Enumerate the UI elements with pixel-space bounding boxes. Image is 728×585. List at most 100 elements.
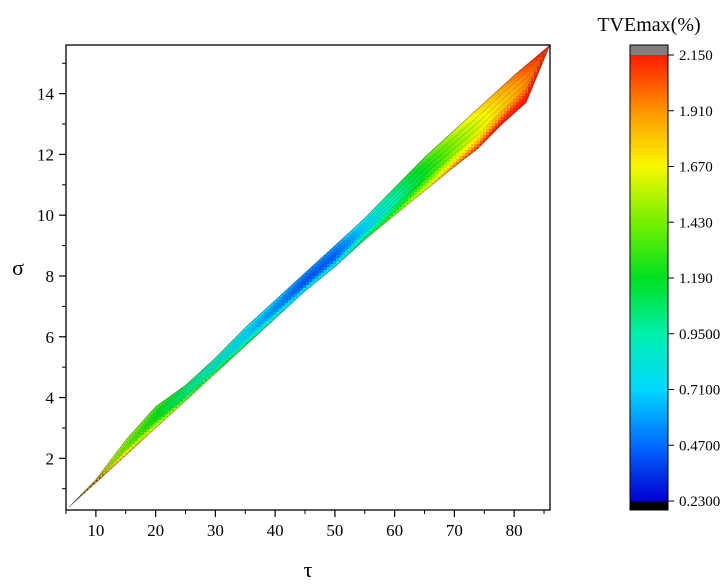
- field-cell: [399, 183, 403, 187]
- field-cell: [456, 132, 460, 136]
- field-cell: [453, 150, 457, 154]
- field-cell: [477, 138, 481, 142]
- field-cell: [510, 84, 514, 88]
- field-cell: [516, 108, 520, 112]
- field-cell: [456, 159, 460, 163]
- field-cell: [429, 156, 433, 160]
- field-cell: [123, 450, 127, 454]
- field-cell: [384, 201, 388, 205]
- field-cell: [480, 120, 484, 124]
- field-cell: [528, 69, 532, 73]
- field-cell: [240, 330, 244, 334]
- field-cell: [162, 414, 166, 418]
- field-cell: [423, 165, 427, 169]
- field-cell: [432, 165, 436, 169]
- field-cell: [492, 93, 496, 97]
- field-cell: [369, 216, 373, 220]
- field-cell: [333, 258, 337, 262]
- field-cell: [273, 303, 277, 307]
- field-cell: [423, 174, 427, 178]
- field-cell: [363, 228, 367, 232]
- field-cell: [393, 204, 397, 208]
- field-cell: [444, 159, 448, 163]
- field-cell: [390, 213, 394, 217]
- field-cell: [183, 393, 187, 397]
- field-cell: [387, 213, 391, 217]
- field-cell: [453, 159, 457, 163]
- field-cell: [315, 279, 319, 283]
- field-cell: [186, 387, 190, 391]
- field-cell: [429, 159, 433, 163]
- field-cell: [411, 192, 415, 196]
- field-cell: [429, 165, 433, 169]
- field-cell: [501, 99, 505, 103]
- field-cell: [282, 297, 286, 301]
- field-cell: [465, 147, 469, 151]
- field-cell: [417, 189, 421, 193]
- field-cell: [123, 447, 127, 451]
- field-cell: [495, 111, 499, 115]
- field-cell: [360, 228, 364, 232]
- field-cell: [138, 435, 142, 439]
- field-cell: [156, 405, 160, 409]
- field-cell: [135, 435, 139, 439]
- field-cell: [417, 186, 421, 190]
- field-cell: [381, 222, 385, 226]
- field-cell: [351, 231, 355, 235]
- field-cell: [129, 444, 133, 448]
- field-cell: [522, 78, 526, 82]
- field-cell: [480, 141, 484, 145]
- field-cell: [129, 441, 133, 445]
- field-cell: [117, 453, 121, 457]
- field-cell: [246, 327, 250, 331]
- colorbar-tick-label: 2.150: [679, 48, 713, 64]
- field-cell: [108, 465, 112, 469]
- field-cell: [495, 117, 499, 121]
- field-cell: [387, 216, 391, 220]
- plot-border: [65, 44, 551, 511]
- field-cell: [117, 456, 121, 460]
- field-cell: [336, 249, 340, 253]
- colorbar-gradient: [630, 55, 668, 501]
- field-cell: [264, 312, 268, 316]
- field-cell: [159, 411, 163, 415]
- field-cell: [429, 153, 433, 157]
- field-cell: [480, 117, 484, 121]
- field-cell: [450, 153, 454, 157]
- field-cell: [348, 249, 352, 253]
- field-cell: [528, 72, 532, 76]
- field-cell: [510, 108, 514, 112]
- field-cell: [459, 147, 463, 151]
- field-cell: [396, 201, 400, 205]
- field-cell: [327, 255, 331, 259]
- field-cell: [489, 99, 493, 103]
- field-cell: [285, 297, 289, 301]
- field-cell: [201, 378, 205, 382]
- field-cell: [150, 414, 154, 418]
- y-tick-label: 8: [46, 267, 55, 286]
- field-cell: [270, 306, 274, 310]
- field-cell: [486, 99, 490, 103]
- field-cell: [315, 264, 319, 268]
- field-cell: [432, 177, 436, 181]
- field-cell: [321, 270, 325, 274]
- field-cell: [288, 300, 292, 304]
- field-cell: [342, 249, 346, 253]
- field-cell: [291, 300, 295, 304]
- field-cell: [408, 174, 412, 178]
- field-cell: [510, 105, 514, 109]
- field-cell: [339, 240, 343, 244]
- field-cell: [204, 366, 208, 370]
- field-cell: [78, 495, 82, 499]
- field-cell: [522, 72, 526, 76]
- field-cell: [453, 147, 457, 151]
- field-cell: [153, 423, 157, 427]
- field-cell: [213, 363, 217, 367]
- field-cell: [261, 315, 265, 319]
- field-cell: [228, 348, 232, 352]
- field-cell: [222, 354, 226, 358]
- field-cell: [336, 246, 340, 250]
- field-cell: [459, 126, 463, 130]
- field-cell: [492, 108, 496, 112]
- field-cell: [339, 258, 343, 262]
